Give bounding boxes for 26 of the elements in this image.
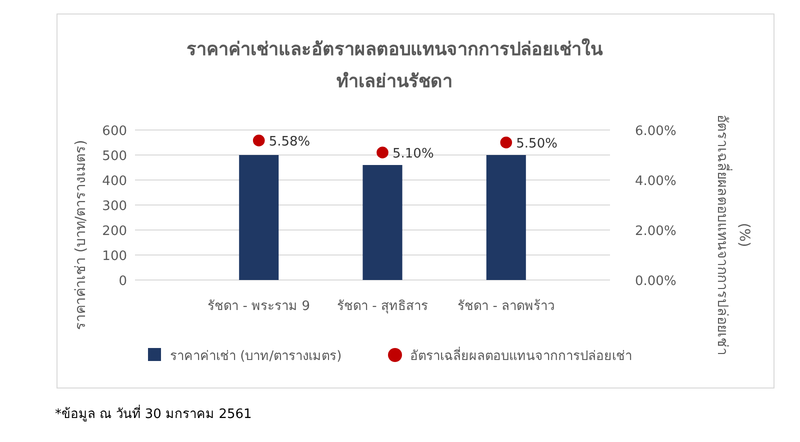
y2-tick-label: 0.00% xyxy=(635,274,676,289)
data-label: 5.58% xyxy=(268,134,310,150)
chart-title: ราคาค่าเช่าและอัตราผลตอบแทนจากการปล่อยเช่าในทำเลย่านรัชดา xyxy=(186,38,604,92)
y-tick-label: 100 xyxy=(102,249,127,264)
y-tick-label: 500 xyxy=(102,149,127,164)
y2-tick-label: 2.00% xyxy=(635,224,676,239)
x-tick-label: รัชดา - พระราม 9 xyxy=(208,299,310,314)
point xyxy=(376,146,388,158)
y2-tick-label: 4.00% xyxy=(635,174,676,189)
y-tick-label: 200 xyxy=(102,224,127,239)
y-tick-label: 600 xyxy=(102,124,127,139)
y-tick-label: 400 xyxy=(102,174,127,189)
point xyxy=(252,134,265,146)
data-label: 5.50% xyxy=(516,136,558,152)
x-tick-label: รัชดา - ลาดพร้าว xyxy=(458,299,555,314)
data-label: 5.10% xyxy=(392,146,434,162)
legend-label: อัตราเฉลี่ยผลตอบแทนจากการปล่อยเช่า xyxy=(410,347,632,364)
y2-axis-title: อัตราเฉลี่ยผลตอบแทนจากการปล่อยเช่า (%) xyxy=(714,114,752,356)
point xyxy=(500,136,512,148)
legend-label: ราคาค่าเช่า (บาท/ตารางเมตร) xyxy=(170,349,342,364)
y-axis-title: ราคาค่าเช่า (บาท/ตารางเมตร) xyxy=(73,140,89,330)
y2-tick-label: 6.00% xyxy=(635,124,676,139)
y-tick-label: 0 xyxy=(118,274,127,289)
x-tick-label: รัชดา - สุทธิสาร xyxy=(337,299,428,314)
text: *ข้อมูล ณ วันที่ 30 มกราคม 2561 xyxy=(55,405,252,422)
y-tick-label: 300 xyxy=(102,199,127,214)
